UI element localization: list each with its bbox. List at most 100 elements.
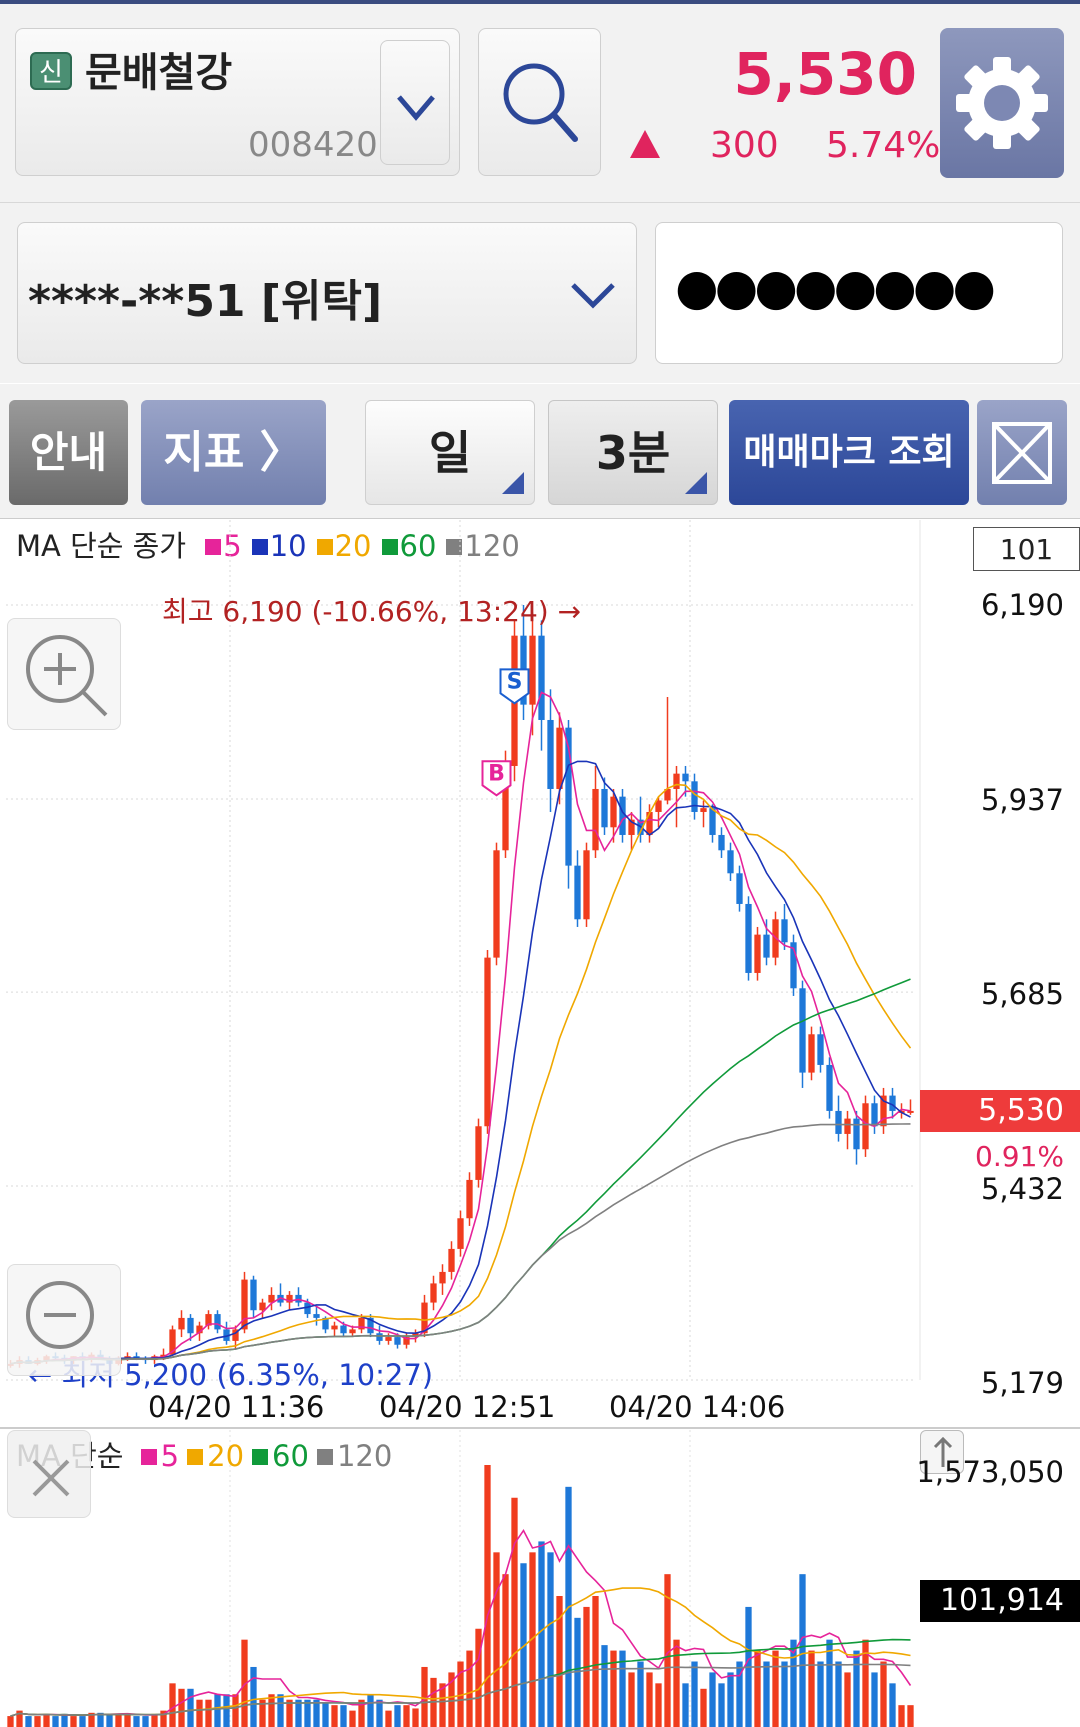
ma-legend-swatch [251,539,268,555]
account-selector[interactable] [17,222,637,364]
interval-select[interactable]: 3분 [548,400,718,505]
fullscreen-button[interactable] [977,400,1067,505]
candle-body [322,1317,329,1330]
sort-button[interactable] [920,1430,964,1474]
ma-legend-label: 20 [334,529,372,563]
volume-bar [250,1666,257,1727]
ma-legend-label: 120 [464,529,520,563]
volume-bar [538,1541,545,1727]
volume-bar [358,1699,365,1727]
volume-bar [511,1497,518,1727]
volume-bar [223,1694,230,1727]
candle-body [691,781,698,812]
volume-bar [304,1699,311,1727]
volume-bar [466,1650,473,1727]
volume-bar [124,1714,131,1727]
vol-legend-swatch [316,1449,333,1465]
vol-legend-swatch [140,1449,157,1465]
candle-body [187,1317,194,1334]
candle-body [619,796,626,835]
stock-dropdown-button[interactable] [380,40,450,165]
indicator-button[interactable]: 지표 〉 [141,400,326,505]
volume-bar [331,1705,338,1727]
price-chart[interactable]: BS [0,520,1080,1390]
close-volume-button[interactable] [7,1430,91,1518]
candle-body [313,1314,320,1318]
volume-bar [610,1650,617,1727]
buy-marker-text: B [488,761,505,786]
account-number: ****-**51 [위탁] [28,276,383,327]
volume-chart[interactable] [0,1430,1080,1727]
volume-bar [385,1710,392,1727]
volume-bar [421,1666,428,1727]
volume-bar [160,1710,167,1727]
ma-legend-label: 10 [269,529,307,563]
zoom-out-button[interactable] [7,1264,121,1376]
search-icon [503,63,578,142]
volume-bar [367,1694,374,1727]
chevron-down-icon [571,283,615,309]
volume-bar [178,1688,185,1727]
sell-marker: S [499,668,530,705]
ma5-line [10,691,911,1365]
info-button[interactable]: 안내 [9,400,128,505]
candle-body [349,1329,356,1334]
y-axis-label: 5,432 [980,1172,1064,1206]
volume-bar [700,1688,707,1727]
candle-body [808,1034,815,1073]
volume-bar [277,1694,284,1727]
volume-bar [790,1639,797,1727]
up-arrow-icon [630,130,660,158]
price-change: 300 [710,125,779,166]
candle-body [646,811,653,835]
candle-body [781,919,788,943]
volume-bar [376,1699,383,1727]
candle-body [754,934,761,973]
close-icon [32,1459,70,1497]
vol-legend-swatch [252,1449,269,1465]
volume-bar [322,1702,329,1727]
candle-body [403,1337,410,1345]
candle-body [466,1179,473,1219]
volume-bar [394,1705,401,1727]
candle-body [439,1271,446,1284]
candle-body [376,1333,383,1341]
volume-bar [799,1574,806,1727]
zoom-in-button[interactable] [7,618,121,730]
ma-legend-swatch [381,539,398,555]
ma-legend-label: 60 [399,529,437,563]
stock-name: 문배철강 [85,50,233,96]
volume-bar [43,1713,50,1727]
expand-icon [992,422,1052,484]
candle-body [853,1118,860,1150]
volume-bar [709,1672,716,1727]
candle-body [664,788,671,801]
settings-button[interactable] [940,28,1064,178]
dropdown-corner-icon [685,472,707,494]
volume-bar [7,1716,14,1727]
volume-bar [862,1639,869,1727]
ma-legend-swatch [446,539,463,555]
candle-count-input[interactable]: 101 [973,527,1080,571]
volume-bar [142,1716,149,1727]
password-field[interactable] [655,222,1063,364]
volume-bar [664,1574,671,1727]
volume-bar [853,1650,860,1727]
ma120-line [10,1123,911,1365]
current-price: 5,530 [733,40,917,108]
candle-body [421,1302,428,1334]
volume-bar [907,1705,914,1727]
candle-body [862,1103,869,1150]
candle-body [475,1126,482,1180]
trade-mark-button[interactable]: 매매마크 조회 [729,400,969,505]
volume-bar [718,1683,725,1727]
volume-bar [727,1672,734,1727]
candle-body [304,1302,311,1315]
volume-bar [286,1699,293,1727]
volume-bar [268,1694,275,1727]
password-mask: ●●●●●●●● [675,258,996,316]
candle-body [610,796,617,828]
period-select[interactable]: 일 [365,400,535,505]
volume-bar [826,1639,833,1727]
search-button[interactable] [478,28,601,176]
